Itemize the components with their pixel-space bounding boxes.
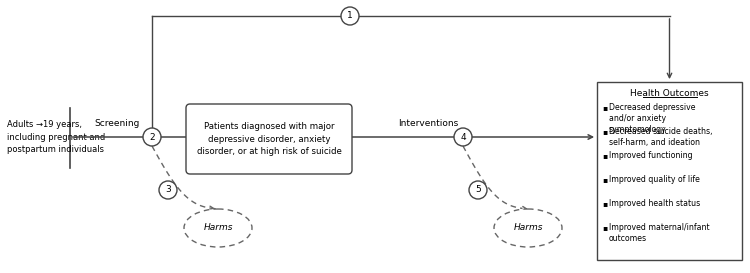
Text: Decreased depressive
and/or anxiety
symptomology: Decreased depressive and/or anxiety symp… <box>609 103 695 134</box>
Text: 3: 3 <box>165 185 171 194</box>
Circle shape <box>159 181 177 199</box>
Circle shape <box>143 128 161 146</box>
Text: Adults →19 years,
including pregnant and
postpartum individuals: Adults →19 years, including pregnant and… <box>7 120 105 154</box>
Text: 4: 4 <box>460 132 466 141</box>
Circle shape <box>454 128 472 146</box>
Text: ▪: ▪ <box>602 223 608 232</box>
Text: 2: 2 <box>149 132 154 141</box>
Text: Patients diagnosed with major
depressive disorder, anxiety
disorder, or at high : Patients diagnosed with major depressive… <box>196 122 341 156</box>
Text: 1: 1 <box>347 11 352 20</box>
Text: ▪: ▪ <box>602 175 608 184</box>
Text: Improved functioning: Improved functioning <box>609 151 693 160</box>
FancyBboxPatch shape <box>186 104 352 174</box>
Text: Improved health status: Improved health status <box>609 199 700 208</box>
Ellipse shape <box>494 209 562 247</box>
Text: Decreased suicide deaths,
self-harm, and ideation: Decreased suicide deaths, self-harm, and… <box>609 127 712 147</box>
Text: Improved maternal/infant
outcomes: Improved maternal/infant outcomes <box>609 223 709 243</box>
Text: ▪: ▪ <box>602 199 608 208</box>
Text: Improved quality of life: Improved quality of life <box>609 175 700 184</box>
Text: Screening: Screening <box>94 119 140 128</box>
Text: 5: 5 <box>476 185 481 194</box>
FancyBboxPatch shape <box>597 82 742 260</box>
Circle shape <box>469 181 487 199</box>
Ellipse shape <box>184 209 252 247</box>
Circle shape <box>341 7 359 25</box>
Text: Harms: Harms <box>203 224 232 233</box>
Text: ▪: ▪ <box>602 151 608 160</box>
Text: ▪: ▪ <box>602 127 608 136</box>
Text: Interventions: Interventions <box>398 119 458 128</box>
Text: Health Outcomes: Health Outcomes <box>630 88 709 97</box>
Text: Harms: Harms <box>513 224 543 233</box>
Text: ▪: ▪ <box>602 103 608 112</box>
